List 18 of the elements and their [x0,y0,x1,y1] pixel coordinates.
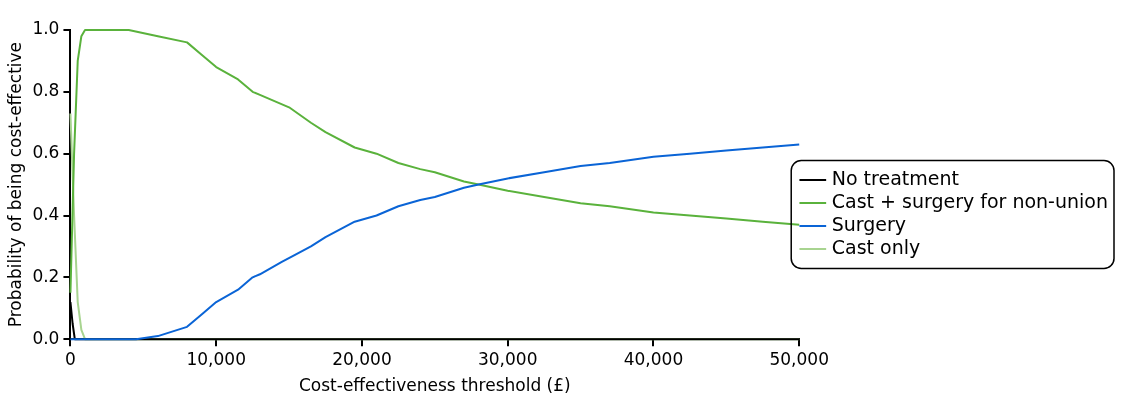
legend-label: Cast + surgery for non-union [831,189,1108,212]
x-tick-label: 20,000 [332,348,392,369]
y-tick-label: 0.4 [32,203,60,224]
y-axis-title: Probability of being cost-effective [4,41,25,328]
x-tick-label: 50,000 [769,348,829,369]
x-tick-label: 30,000 [477,348,538,369]
x-tick-label: 0 [65,348,76,369]
y-tick-label: 0.0 [32,327,60,348]
y-tick-label: 1.0 [32,18,60,39]
x-tick-label: 40,000 [623,348,684,369]
x-axis-title: Cost-effectiveness threshold (£) [298,375,571,396]
y-tick-label: 0.6 [32,142,60,163]
legend-label: Surgery [831,212,907,235]
legend-label: Cast only [831,235,921,258]
legend-label: No treatment [831,166,959,189]
y-tick-label: 0.8 [32,80,60,101]
y-tick-label: 0.2 [32,265,60,286]
x-tick-label: 10,000 [186,348,246,369]
